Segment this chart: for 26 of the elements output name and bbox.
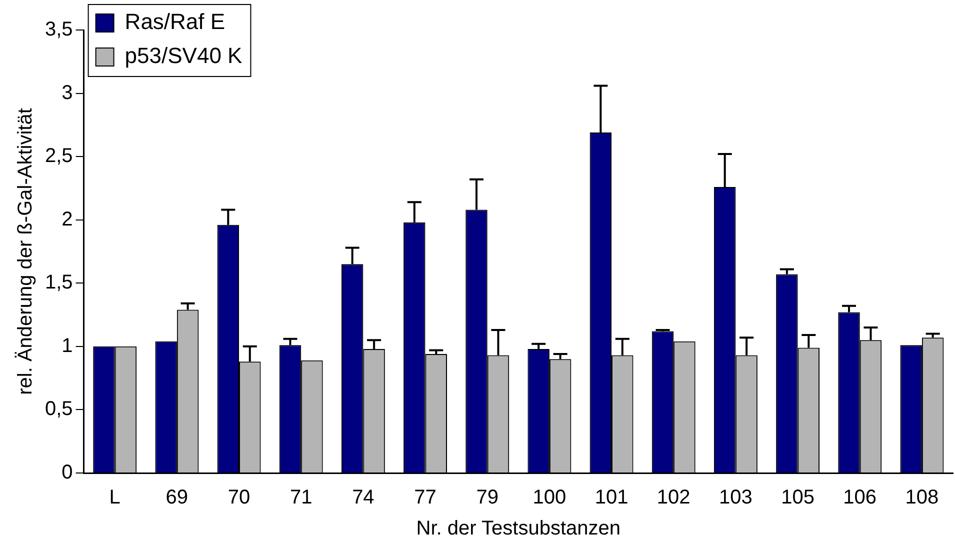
x-tick-label: 71 [290, 486, 312, 509]
x-tick-label: 70 [228, 486, 250, 509]
y-tick-label: 0 [62, 462, 73, 484]
x-tick-label: 74 [352, 486, 374, 509]
x-tick-label: 102 [656, 486, 690, 509]
x-tick-label: 100 [532, 486, 566, 509]
x-tick-label: 79 [476, 486, 498, 509]
y-tick-label: 1 [62, 334, 73, 357]
x-axis-title: Nr. der Testsubstanzen [416, 518, 621, 540]
y-tick-label: 3,5 [44, 18, 73, 41]
x-tick-label: 103 [719, 486, 752, 509]
y-tick-label: 1,5 [44, 272, 73, 294]
x-tick-label: 105 [781, 486, 814, 509]
x-tick-label: 108 [905, 486, 939, 509]
y-tick-label: 0,5 [44, 398, 73, 420]
x-tick-label: L [109, 486, 120, 509]
x-tick-label: 77 [414, 486, 436, 509]
legend-label: Ras/Raf E [124, 9, 226, 34]
y-tick-label: 2 [62, 208, 73, 230]
y-axis-title: rel. Änderung der ß-Gal-Aktivität [14, 108, 37, 395]
x-tick-label: 69 [166, 486, 188, 509]
legend-label: p53/SV40 K [124, 43, 243, 68]
y-tick-label: 2,5 [44, 145, 73, 168]
x-tick-label: 106 [843, 486, 877, 509]
y-tick-label: 3 [62, 82, 73, 104]
x-tick-label: 101 [594, 486, 628, 509]
